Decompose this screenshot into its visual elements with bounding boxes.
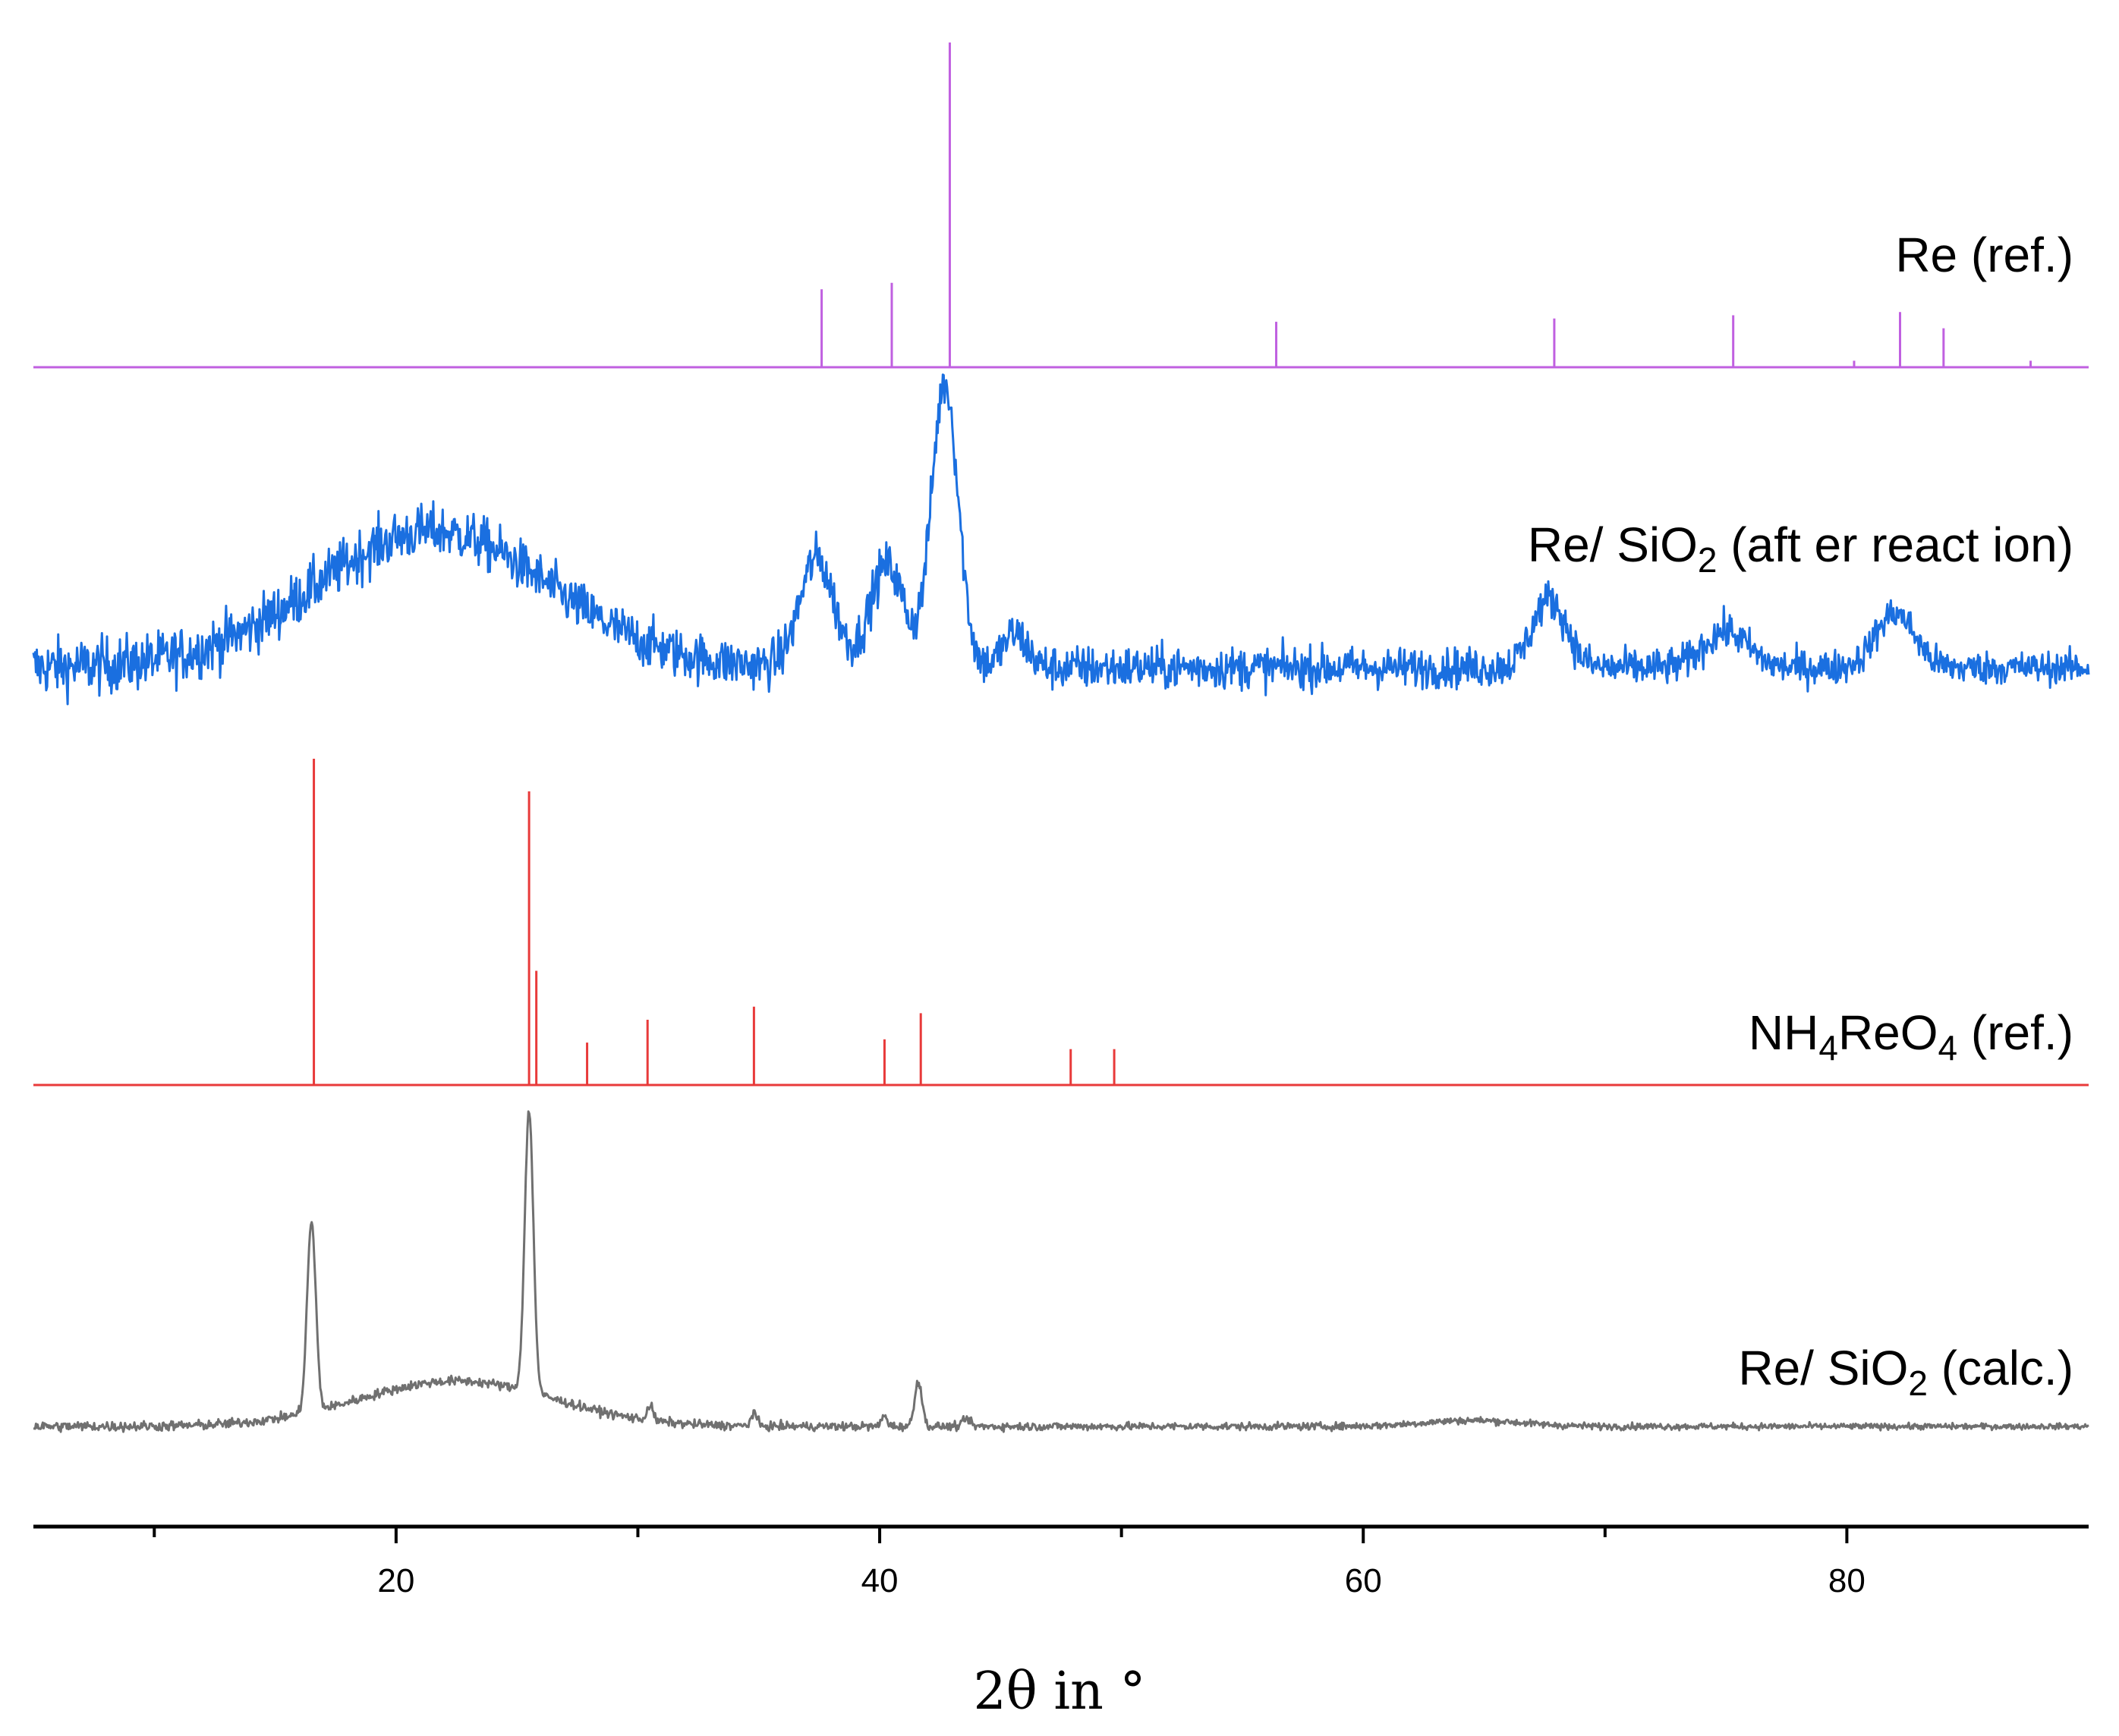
series-label-part: (aft er react ion) [1718,517,2074,572]
traces-layer [32,42,2090,1433]
x-axis: 20 40 60 80 [33,1524,2089,1599]
series-label-main: NH [1749,1005,1818,1060]
x-tick-label: 80 [1828,1562,1866,1599]
series-label-part: (ref.) [1957,1005,2073,1060]
series-labels-layer: Re (ref.)Re/ SiO2 (aft er react ion)NH4R… [1528,228,2073,1403]
series-3 [33,1110,2089,1433]
series-label-part: 2 [1908,1363,1928,1403]
series-1-profile [32,373,2090,706]
series-label-part: 4 [1938,1028,1958,1068]
x-axis-title: 2θ in ° [974,1662,1146,1722]
series-label-main: Re/ SiO [1528,517,1698,572]
x-tick-label: 60 [1345,1562,1382,1599]
series-0 [33,42,2089,369]
series-label-part: (calc.) [1928,1341,2073,1395]
series-label-1: Re/ SiO2 (aft er react ion) [1528,517,2073,580]
series-3-profile [33,1110,2089,1433]
series-label-2: NH4ReO4 (ref.) [1749,1005,2073,1068]
series-label-3: Re/ SiO2 (calc.) [1738,1341,2073,1403]
x-axis-ticks: 20 40 60 80 [153,1527,1866,1599]
series-label-part: 2 [1698,540,1718,580]
x-tick-label: 40 [861,1562,899,1599]
series-1 [32,373,2090,706]
x-tick-label: 20 [377,1562,414,1599]
series-label-main: Re/ SiO [1738,1341,1908,1395]
series-label-0: Re (ref.) [1895,228,2073,282]
series-label-part: 4 [1818,1028,1838,1068]
series-label-part: ReO [1838,1005,1938,1060]
series-label-main: Re (ref.) [1895,228,2073,282]
series-2 [33,759,2089,1087]
